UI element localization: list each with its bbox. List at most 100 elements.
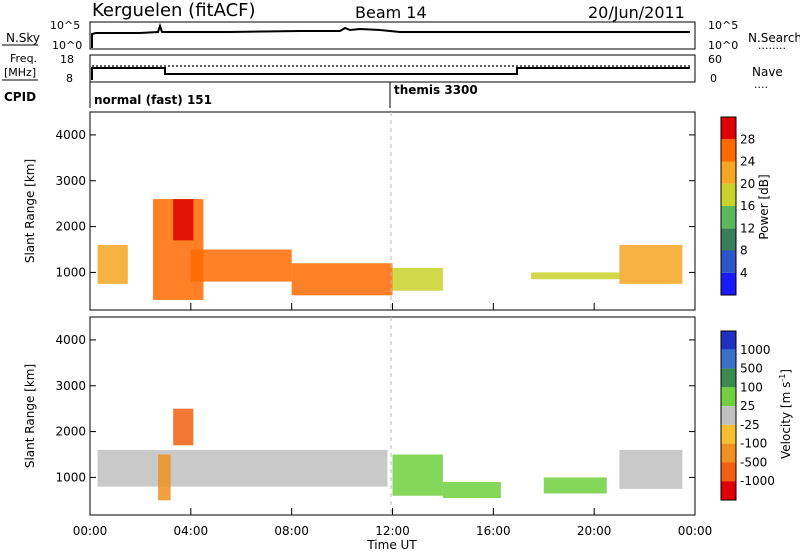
cpid-label: CPID [4,90,36,104]
velocity-swatch-7 [721,462,736,482]
velocity-swatch-1 [721,349,736,369]
xtick-label-6: 00:00 [678,524,713,538]
cpid-row: CPID normal (fast) 151 themis 3300 [4,82,478,108]
freq-label-line1: Freq. [10,52,37,65]
velocity-cbar-tick-0: 1000 [740,343,771,357]
power-swatch-2 [721,228,736,251]
cpid-mode-themis: themis 3300 [394,83,478,97]
power-colorbar-swatches: 4 8 12 16 20 24 28 [720,116,755,296]
xtick-label-5: 20:00 [577,524,612,538]
beam-title: Beam 14 [355,3,427,22]
power-ytick-label-2: 3000 [55,174,86,188]
velocity-swatch-8 [721,481,736,500]
velocity-colorbar-label: Velocity [m s-1] [778,369,793,459]
power-swatch-1 [721,250,736,273]
power-region-6 [531,272,620,280]
velocity-cbar-tick-2: 100 [740,380,763,394]
nsky-tick-top-left: 10^5 [50,19,80,32]
velocity-cbar-tick-5: -100 [740,437,767,451]
velocity-y-label: Slant Range [km] [23,364,37,468]
freq-panel: Freq. [MHz] 18 8 60 0 Nave .... [2,52,783,91]
velocity-colorbar-frame [720,330,737,501]
power-cbar-tick-4: 20 [740,177,755,191]
power-y-ticks: 1000 2000 3000 4000 [55,128,695,279]
power-region-5 [392,267,443,291]
nsky-tick-bottom-right: 10^0 [708,39,738,52]
xtick-label-2: 08:00 [274,524,309,538]
power-region-3 [190,249,292,282]
nsearch-label: N.Search [748,31,800,45]
velocity-cbar-tick-3: 25 [740,399,755,413]
nsky-tick-top-right: 10^5 [708,19,738,32]
velocity-swatch-4 [721,406,736,425]
xtick-label-1: 04:00 [174,524,209,538]
velocity-ytick-label-3: 4000 [55,333,86,347]
velocity-region-4 [442,482,501,499]
power-cbar-tick-0: 4 [740,266,748,280]
velocity-swatch-5 [721,424,736,444]
velocity-cbar-tick-6: -500 [740,455,767,469]
freq-label-line2: [MHz] [4,66,36,79]
power-swatch-5 [721,161,736,184]
power-swatch-0 [721,272,736,295]
xtick-label-3: 12:00 [375,524,410,538]
velocity-colorbar: 1000 500 100 25 -25 -100 -500 -1000 Velocity [m… [720,330,793,501]
velocity-region-3 [392,454,443,496]
velocity-cbar-tick-4: -25 [740,418,760,432]
power-swatch-4 [721,183,736,206]
velocity-cbar-tick-7: -1000 [740,474,775,488]
nsky-panel: N.Sky 10^5 10^0 10^5 10^0 N.Search .....… [2,19,800,52]
velocity-cbar-tick-1: 500 [740,362,763,376]
velocity-region-5 [543,477,607,494]
power-cbar-tick-6: 28 [740,132,755,146]
nave-label: Nave [752,65,783,79]
velocity-region-0 [97,449,388,487]
power-colorbar-label: Power [dB] [757,174,771,239]
power-region-4 [291,263,393,296]
velocity-heatmap-cells [97,408,683,501]
freq-tick-top-right: 60 [708,53,722,66]
velocity-ytick-label-2: 3000 [55,379,86,393]
velocity-colorbar-swatches: 1000 500 100 25 -25 -100 -500 -1000 [720,330,775,501]
nsky-tick-bottom-left: 10^0 [52,39,82,52]
power-swatch-3 [721,206,736,229]
freq-tick-top-left: 18 [60,53,74,66]
xtick-label-0: 00:00 [73,524,108,538]
freq-tick-bottom-right: 0 [710,72,717,85]
freq-tick-bottom-left: 8 [66,72,73,85]
power-region-7 [619,244,683,284]
velocity-swatch-2 [721,368,736,388]
x-axis-label: Time UT [366,538,417,552]
power-ytick-label-3: 4000 [55,128,86,142]
power-colorbar-frame [720,116,737,296]
power-swatch-7 [721,117,736,140]
velocity-y-ticks: 1000 2000 3000 4000 [55,333,695,484]
power-swatch-6 [721,139,736,162]
velocity-region-1 [158,454,171,501]
nsky-trace [91,22,690,48]
nsearch-legend: ........ [758,39,786,52]
date-title: 20/Jun/2011 [588,3,685,22]
cpid-mode-normal: normal (fast) 151 [94,93,212,107]
velocity-panel: 1000 2000 3000 4000 Slant Range [km] [23,316,696,516]
freq-trace [91,67,690,80]
power-heatmap-cells [97,199,683,300]
velocity-swatch-6 [721,443,736,463]
velocity-region-2 [173,408,194,446]
station-title: Kerguelen (fitACF) [92,0,256,21]
velocity-ytick-label-0: 1000 [55,470,86,484]
nave-legend: .... [754,78,768,91]
velocity-ytick-label-1: 2000 [55,425,86,439]
nsky-label: N.Sky [6,31,40,45]
velocity-swatch-0 [721,331,736,350]
power-ytick-label-0: 1000 [55,265,86,279]
power-region-2 [173,199,194,241]
power-panel: 1000 2000 3000 4000 Slant Range [km] [23,111,696,311]
power-region-0 [97,244,128,284]
power-cbar-tick-1: 8 [740,244,748,258]
power-cbar-tick-3: 16 [740,199,755,213]
power-colorbar: 4 8 12 16 20 24 28 Power [dB] [720,116,771,296]
power-ytick-label-1: 2000 [55,220,86,234]
power-cbar-tick-2: 12 [740,221,755,235]
